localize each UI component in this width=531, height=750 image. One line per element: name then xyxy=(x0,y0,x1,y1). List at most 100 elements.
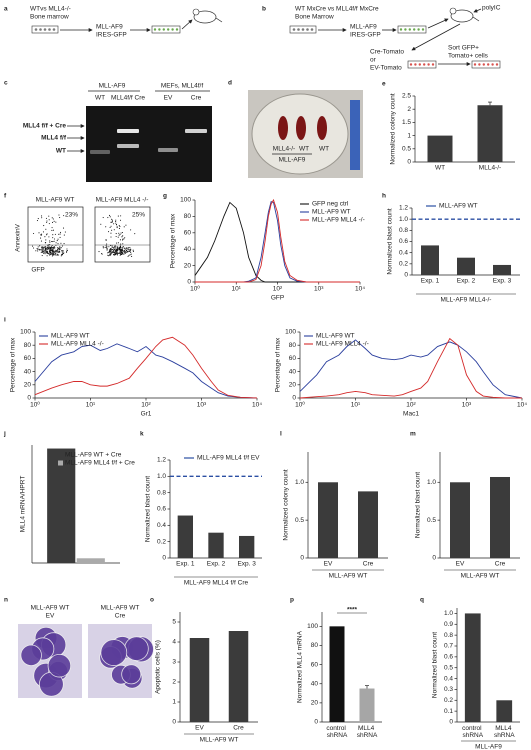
colony xyxy=(482,63,485,66)
flow-event xyxy=(125,248,127,250)
flow-event xyxy=(58,248,60,250)
x-axis-label: MLL-AF9 xyxy=(475,744,502,750)
flow-event xyxy=(46,233,48,235)
x-tick-label: EV xyxy=(324,561,333,568)
flow-event xyxy=(124,248,126,250)
flow-event xyxy=(48,250,50,252)
panel-label: a xyxy=(4,6,8,13)
colony xyxy=(414,63,417,66)
flow-event xyxy=(111,251,113,253)
x-tick-label: Exp. 1 xyxy=(176,561,195,568)
colony xyxy=(167,28,170,31)
cell xyxy=(100,639,128,666)
x-tick-label: 10⁴ xyxy=(355,286,365,293)
colony xyxy=(423,63,426,66)
colony xyxy=(158,28,161,31)
flow-event xyxy=(121,249,123,251)
y-tick-label: 2 xyxy=(407,106,411,113)
y-tick-label: 1.0 xyxy=(444,610,453,617)
flow-event xyxy=(126,250,128,252)
x-axis-label: MLL-AF9 WT xyxy=(200,737,239,744)
flow-event xyxy=(110,232,112,234)
flow-event xyxy=(41,245,43,248)
y-axis-label: Normalized colony count xyxy=(390,93,397,164)
cell-dot xyxy=(39,28,42,31)
flow-event xyxy=(39,245,41,247)
label-line: control xyxy=(462,725,483,732)
y-tick-label: 0.5 xyxy=(295,517,304,524)
series-line xyxy=(299,339,523,399)
x-tick-label: Exp. 1 xyxy=(421,278,440,285)
flow-event xyxy=(127,247,130,249)
gel-band xyxy=(117,129,139,133)
flow-event xyxy=(117,253,119,255)
flow-event xyxy=(116,242,118,244)
flow-event xyxy=(36,248,38,250)
flow-event xyxy=(111,248,113,250)
x-axis-label: Mac1 xyxy=(403,411,419,418)
flow-event xyxy=(63,252,65,254)
spleen xyxy=(317,116,327,140)
flow-event xyxy=(58,247,60,249)
marker: IRES-GFP xyxy=(96,32,127,39)
y-tick-label: 0 xyxy=(449,719,453,726)
flow-event xyxy=(41,249,43,251)
flow-event xyxy=(117,236,119,238)
flow-event xyxy=(102,247,104,249)
flow-event xyxy=(48,245,50,247)
flow-event xyxy=(63,234,65,236)
flow-event xyxy=(56,240,58,242)
arrow xyxy=(473,8,482,13)
flow-event xyxy=(132,249,134,251)
colony xyxy=(427,63,430,66)
panel-label: l xyxy=(280,431,282,438)
flow-event xyxy=(110,249,112,251)
flow-event xyxy=(118,227,120,230)
image-title: Cre xyxy=(115,613,126,620)
y-axis-label: MLL4 mRNA/HPRT xyxy=(20,476,27,533)
label-line: MLL4 xyxy=(495,725,513,732)
flow-event xyxy=(56,247,58,249)
flow-event xyxy=(124,250,126,252)
flow-event xyxy=(53,248,55,250)
panel-label: j xyxy=(3,431,6,438)
y-tick-label: 1 xyxy=(172,699,176,706)
flow-event xyxy=(115,224,117,226)
flow-event xyxy=(48,248,50,250)
flow-event xyxy=(102,216,104,219)
flow-event xyxy=(108,246,110,248)
flow-event xyxy=(111,220,113,222)
plot-title: MLL-AF9 WT xyxy=(36,197,75,204)
flow-event xyxy=(35,250,37,252)
flow-event xyxy=(53,220,55,222)
flow-event xyxy=(119,246,121,248)
flow-event xyxy=(42,231,45,233)
flow-event xyxy=(107,231,110,233)
flow-event xyxy=(52,234,54,236)
flow-event xyxy=(58,214,60,216)
legend-label: MLL-AF9 MLL4 f/f + Cre xyxy=(65,460,135,467)
flow-event xyxy=(56,251,58,253)
mouse-tail xyxy=(215,17,223,23)
dish xyxy=(397,25,427,34)
flow-event xyxy=(49,241,51,243)
flow-event xyxy=(43,225,45,227)
image-title: MLL-AF9 WT xyxy=(101,605,140,612)
y-tick-label: 60 xyxy=(289,355,297,362)
flow-event xyxy=(132,250,134,252)
x-tick-label: MLL4-/- xyxy=(479,165,501,172)
flow-event xyxy=(54,249,56,251)
y-tick-label: 0.6 xyxy=(399,238,408,245)
flow-event xyxy=(52,249,54,251)
cell-dot xyxy=(34,28,38,31)
flow-event xyxy=(121,236,123,238)
flow-event xyxy=(121,231,124,234)
y-tick-label: 100 xyxy=(307,623,318,630)
flow-event xyxy=(124,252,126,254)
flow-event xyxy=(106,246,108,249)
y-tick-label: 1.0 xyxy=(157,473,166,480)
flow-event xyxy=(48,215,50,217)
flow-event xyxy=(120,251,122,253)
colony xyxy=(409,63,413,66)
